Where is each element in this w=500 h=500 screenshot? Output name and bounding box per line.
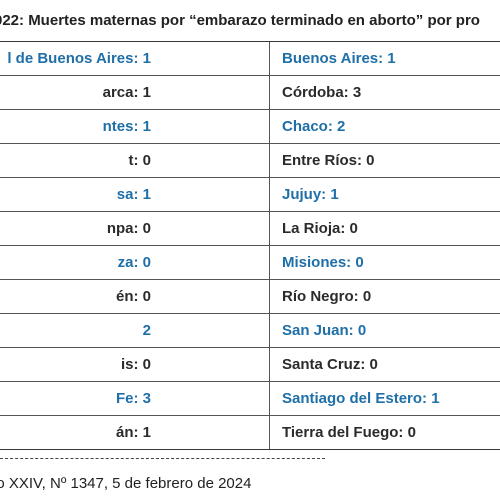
province-count: 2 <box>142 322 151 339</box>
table-cell-left: sa: 1 <box>0 178 268 211</box>
table-cell-right: Entre Ríos: 0 <box>269 144 500 177</box>
table-title: 022: Muertes maternas por “embarazo term… <box>0 12 480 29</box>
province-count: Río Negro: 0 <box>282 288 372 305</box>
table-cell-right: Chaco: 2 <box>269 110 500 143</box>
table-cell-left: l de Buenos Aires: 1 <box>0 42 268 75</box>
province-count: án: 1 <box>115 424 151 441</box>
table-row: arca: 1 Córdoba: 3 <box>0 76 500 110</box>
table-cell-right: Misiones: 0 <box>269 246 500 279</box>
table-cell-right: Buenos Aires: 1 <box>269 42 500 75</box>
table-cell-left: npa: 0 <box>0 212 268 245</box>
province-count: San Juan: 0 <box>282 322 367 339</box>
publication-footer: ño XXIV, Nº 1347, 5 de febrero de 2024 <box>0 475 252 492</box>
province-count: én: 0 <box>115 288 151 305</box>
province-count: Buenos Aires: 1 <box>282 50 396 67</box>
table-cell-left: t: 0 <box>0 144 268 177</box>
province-count: l de Buenos Aires: 1 <box>7 50 151 67</box>
province-count: Entre Ríos: 0 <box>282 152 375 169</box>
province-count: Tierra del Fuego: 0 <box>282 424 416 441</box>
table-row: án: 1 Tierra del Fuego: 0 <box>0 416 500 450</box>
province-count: sa: 1 <box>116 186 151 203</box>
province-count: ntes: 1 <box>102 118 151 135</box>
table-row: 2 San Juan: 0 <box>0 314 500 348</box>
province-deaths-table: l de Buenos Aires: 1 Buenos Aires: 1 arca:… <box>0 41 500 450</box>
table-cell-right: San Juan: 0 <box>269 314 500 347</box>
table-row: is: 0 Santa Cruz: 0 <box>0 348 500 382</box>
province-count: Chaco: 2 <box>282 118 346 135</box>
table-row: l de Buenos Aires: 1 Buenos Aires: 1 <box>0 42 500 76</box>
province-count: Córdoba: 3 <box>282 84 362 101</box>
province-count: is: 0 <box>120 356 151 373</box>
table-cell-right: Santiago del Estero: 1 <box>269 382 500 415</box>
table-row: sa: 1 Jujuy: 1 <box>0 178 500 212</box>
province-count: Santiago del Estero: 1 <box>282 390 440 407</box>
table-cell-right: Córdoba: 3 <box>269 76 500 109</box>
table-row: za: 0 Misiones: 0 <box>0 246 500 280</box>
province-count: Santa Cruz: 0 <box>282 356 378 373</box>
table-cell-left: is: 0 <box>0 348 268 381</box>
province-count: Misiones: 0 <box>282 254 364 271</box>
footnote-separator <box>0 458 325 459</box>
table-row: npa: 0 La Rioja: 0 <box>0 212 500 246</box>
province-count: Fe: 3 <box>115 390 151 407</box>
table-cell-left: arca: 1 <box>0 76 268 109</box>
table-cell-left: án: 1 <box>0 416 268 449</box>
table-cell-left: Fe: 3 <box>0 382 268 415</box>
province-count: npa: 0 <box>106 220 151 237</box>
table-row: Fe: 3 Santiago del Estero: 1 <box>0 382 500 416</box>
table-cell-left: 2 <box>0 314 268 347</box>
table-row: t: 0 Entre Ríos: 0 <box>0 144 500 178</box>
province-count: Jujuy: 1 <box>282 186 339 203</box>
province-count: t: 0 <box>128 152 152 169</box>
table-cell-left: én: 0 <box>0 280 268 313</box>
table-cell-right: Río Negro: 0 <box>269 280 500 313</box>
table-cell-right: Santa Cruz: 0 <box>269 348 500 381</box>
province-count: La Rioja: 0 <box>282 220 358 237</box>
table-cell-right: Jujuy: 1 <box>269 178 500 211</box>
table-row: ntes: 1 Chaco: 2 <box>0 110 500 144</box>
province-count: za: 0 <box>117 254 151 271</box>
table-row: én: 0 Río Negro: 0 <box>0 280 500 314</box>
table-cell-left: ntes: 1 <box>0 110 268 143</box>
table-cell-right: La Rioja: 0 <box>269 212 500 245</box>
table-cell-left: za: 0 <box>0 246 268 279</box>
province-count: arca: 1 <box>102 84 151 101</box>
table-cell-right: Tierra del Fuego: 0 <box>269 416 500 449</box>
